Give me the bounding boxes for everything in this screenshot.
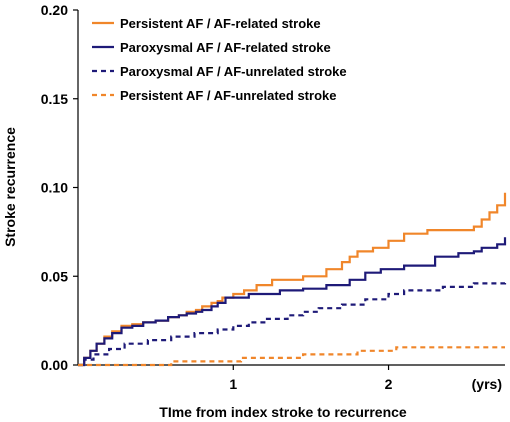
- legend-label-2: Paroxysmal AF / AF-related stroke: [120, 40, 331, 55]
- y-tick-label: 0.20: [41, 2, 68, 18]
- x-tick-label: 1: [229, 376, 237, 392]
- y-tick-label: 0.00: [41, 357, 68, 373]
- legend-label-4: Persistent AF / AF-unrelated stroke: [120, 88, 336, 103]
- series-line-4: [78, 346, 505, 367]
- y-tick-label: 0.15: [41, 91, 68, 107]
- legend-label-1: Persistent AF / AF-related stroke: [120, 16, 321, 31]
- y-axis-title: Stroke recurrence: [2, 127, 18, 247]
- legend: Persistent AF / AF-related stroke Paroxys…: [92, 16, 347, 103]
- series-line-2: [78, 237, 507, 367]
- x-tick-label: 2: [385, 376, 393, 392]
- x-axis-title: TIme from index stroke to recurrence: [159, 404, 407, 420]
- legend-label-3: Paroxysmal AF / AF-unrelated stroke: [120, 64, 347, 79]
- x-axis-unit-label: (yrs): [472, 376, 502, 392]
- series-line-3: [78, 279, 507, 367]
- y-tick-label: 0.05: [41, 268, 68, 284]
- axes: 0.00 0.05 0.10 0.15 0.20 1 2: [41, 2, 505, 392]
- y-tick-label: 0.10: [41, 180, 68, 196]
- series-line-1: [78, 192, 507, 367]
- series-layer: [78, 192, 507, 367]
